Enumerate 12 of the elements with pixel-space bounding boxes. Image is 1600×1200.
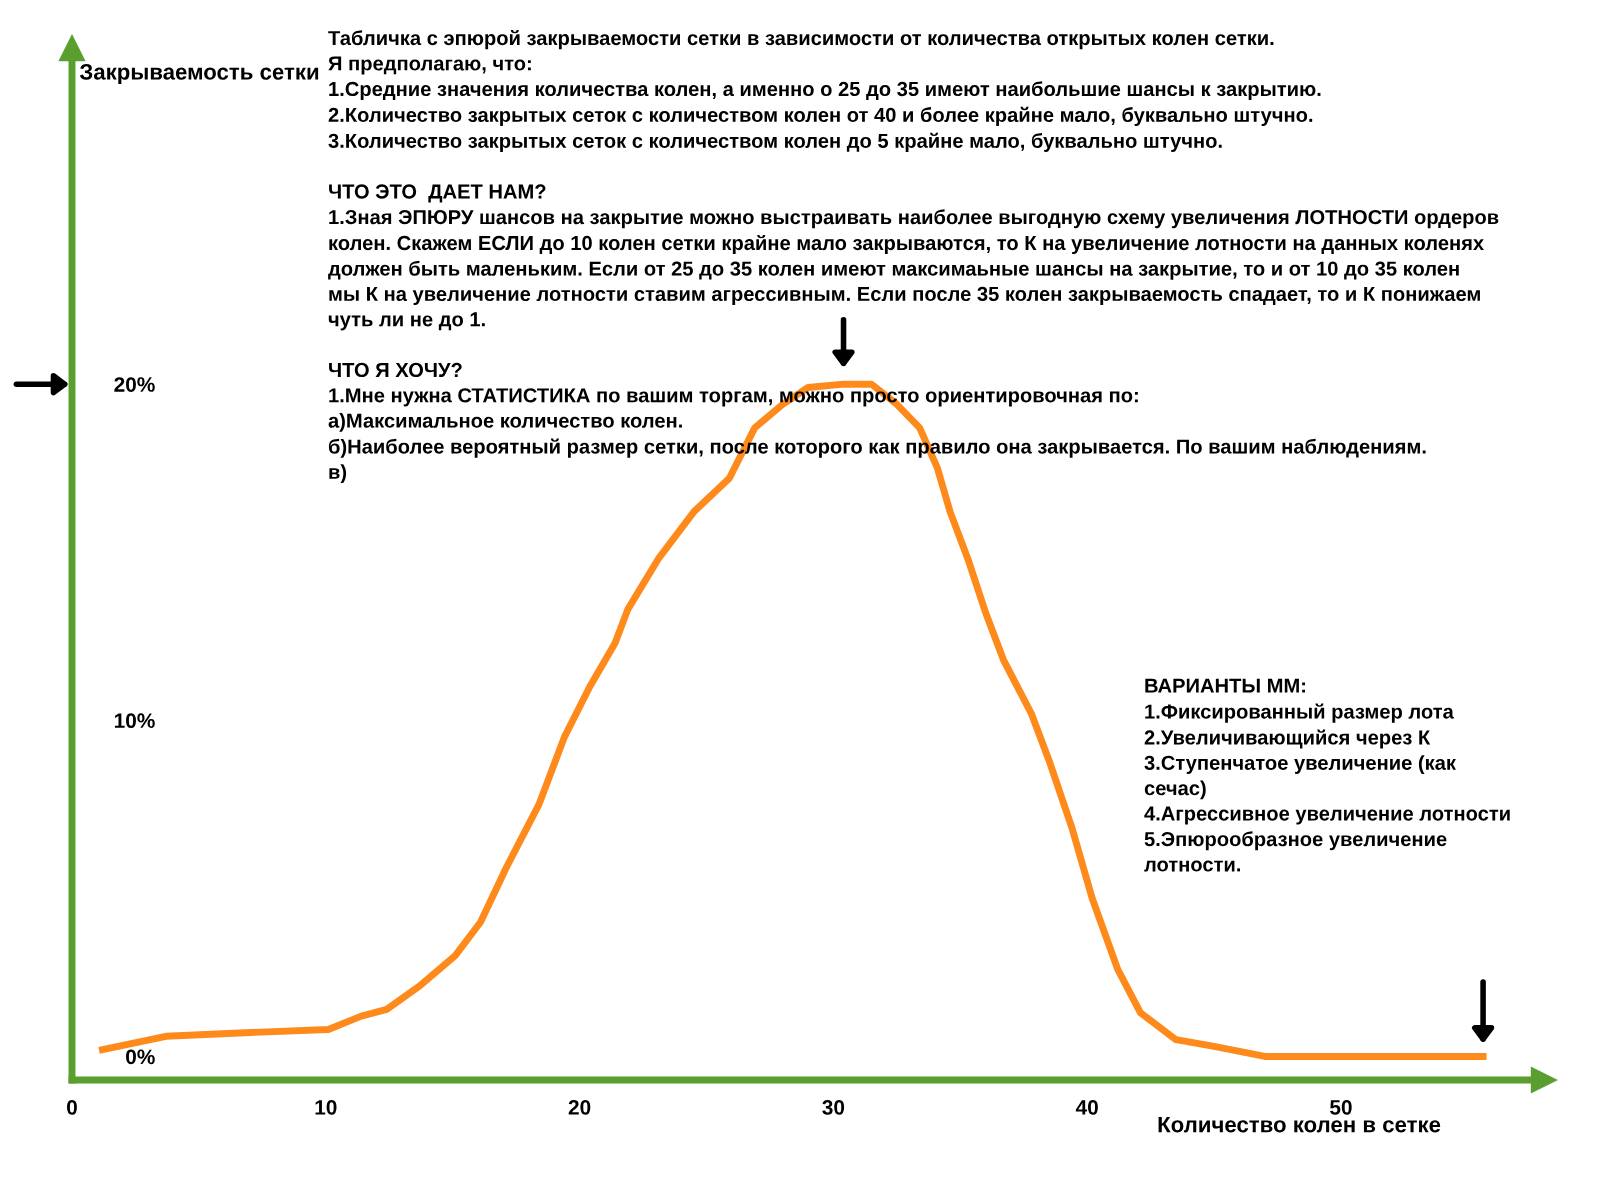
x-tick-label: 10	[315, 1099, 337, 1115]
x-axis-title: Количество колен в сетке	[1158, 1116, 1441, 1133]
x-tick-label: 40	[1075, 1099, 1098, 1115]
y-tick-label: 10%	[114, 713, 155, 729]
x-tick-label: 0	[67, 1099, 77, 1115]
y-axis-title: Закрываемость сетки	[79, 64, 319, 85]
x-tick-label: 50	[1330, 1099, 1352, 1115]
y-tick-label: 0%	[126, 1049, 155, 1065]
x-tick-label: 20	[568, 1099, 591, 1115]
y-tick-label: 20%	[114, 377, 155, 392]
x-tick-label: 30	[822, 1099, 845, 1115]
annotation: ВАРИАНТЫ ММ: 1.Фиксированный размер лота 2.Увеличивающийся через К 3.Ступенчатое увеличение (как сечас) 4.Агрессивное увеличение лотности 5.Эпюрообразное увеличение лотности.	[1144, 678, 1510, 872]
